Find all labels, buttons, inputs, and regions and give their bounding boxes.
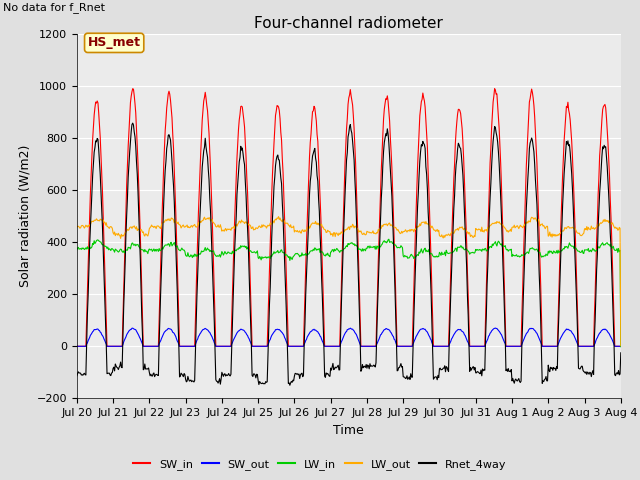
Legend: SW_in, SW_out, LW_in, LW_out, Rnet_4way: SW_in, SW_out, LW_in, LW_out, Rnet_4way <box>129 455 511 474</box>
Text: HS_met: HS_met <box>88 36 141 49</box>
Text: No data for f_Rnet: No data for f_Rnet <box>3 2 105 13</box>
Title: Four-channel radiometer: Four-channel radiometer <box>254 16 444 31</box>
Y-axis label: Solar radiation (W/m2): Solar radiation (W/m2) <box>18 145 31 287</box>
X-axis label: Time: Time <box>333 424 364 437</box>
